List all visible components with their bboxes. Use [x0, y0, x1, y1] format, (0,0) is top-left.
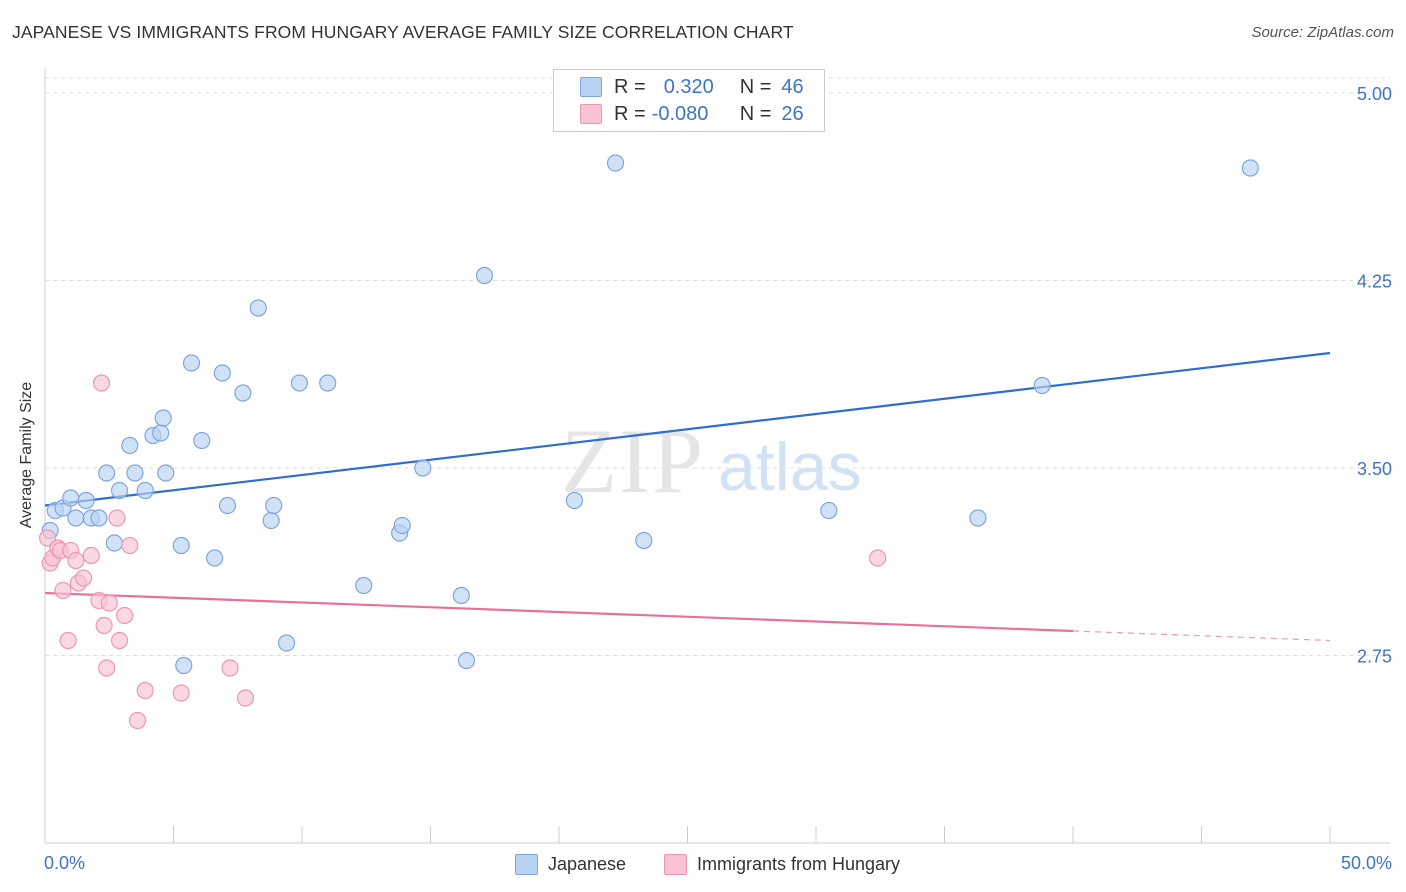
japanese-point	[175, 656, 193, 675]
hungary-point	[100, 594, 118, 612]
japanese-point	[213, 364, 231, 382]
hungary-point	[869, 549, 887, 567]
japanese-point	[218, 496, 237, 515]
legend-n-value: 26	[781, 102, 804, 125]
japanese-point	[606, 154, 625, 172]
japanese-point	[969, 509, 987, 527]
japanese-point	[90, 509, 108, 527]
hungary-point	[98, 659, 116, 677]
japanese-point	[262, 511, 280, 530]
hungary-point	[110, 631, 129, 650]
hungary-point	[54, 581, 72, 600]
hungary-point	[128, 711, 147, 730]
japanese-point	[98, 464, 116, 482]
japanese-point	[136, 481, 154, 500]
legend-n-label: N =	[739, 75, 772, 98]
hungary-point	[172, 684, 190, 702]
japanese-point	[820, 501, 838, 520]
japanese-point	[457, 651, 476, 670]
legend-label-japanese: Japanese	[548, 853, 627, 874]
japanese-point	[475, 266, 494, 285]
y-tick-label: 4.25	[1357, 272, 1392, 292]
legend-n-value: 46	[781, 75, 804, 98]
japanese-point	[234, 384, 252, 402]
hungary-point	[92, 374, 111, 392]
japanese-point	[157, 464, 175, 482]
hungary-point	[38, 529, 57, 547]
hungary-point	[95, 616, 113, 635]
y-tick-label: 2.75	[1357, 647, 1392, 667]
legend-swatch-japanese	[515, 853, 538, 875]
axis-layer	[44, 68, 1390, 844]
legend-r-label: R =	[614, 75, 646, 98]
hungary-point	[221, 659, 239, 677]
japanese-point	[62, 489, 80, 507]
hungary-point	[136, 681, 154, 700]
hungary-point	[74, 569, 93, 587]
hungary-point	[236, 689, 255, 707]
japanese-point	[110, 481, 129, 500]
japanese-point	[1033, 376, 1051, 395]
legend-r-value: 0.320	[663, 75, 714, 98]
legend-r-label: R =	[614, 102, 646, 125]
point-layer	[38, 154, 1259, 730]
hungary-point	[121, 536, 139, 555]
watermark: ZIP atlas	[561, 410, 862, 512]
source-credit: Source: ZipAtlas.com	[1251, 24, 1394, 41]
japanese-point	[290, 374, 309, 392]
tick-label-layer: 2.75 3.50 4.25 5.00 0.0% 50.0%	[44, 84, 1392, 873]
x-tick-label-max: 50.0%	[1341, 853, 1392, 873]
legend-row-hungary: R = -0.080 N = 26	[580, 102, 804, 126]
bottom-legend-japanese: Japanese	[515, 851, 626, 877]
trend-line-japanese	[44, 351, 1331, 507]
bottom-legend-hungary: Immigrants from Hungary	[664, 851, 900, 877]
japanese-point	[121, 436, 139, 455]
chart-title: JAPANESE VS IMMIGRANTS FROM HUNGARY AVER…	[12, 22, 794, 42]
japanese-point	[452, 586, 470, 605]
trend-line-hungary	[44, 591, 1074, 633]
japanese-point	[193, 431, 211, 450]
japanese-point	[182, 354, 201, 372]
x-tick-label-min: 0.0%	[44, 853, 85, 873]
japanese-point	[393, 516, 411, 535]
legend-label-hungary: Immigrants from Hungary	[697, 853, 901, 874]
correlation-legend: R = 0.320 N = 46 R = -0.080 N = 26	[553, 69, 825, 132]
legend-swatch-hungary	[580, 104, 602, 124]
trend-layer	[44, 351, 1331, 642]
japanese-point	[172, 536, 190, 555]
hungary-point	[82, 546, 100, 565]
japanese-point	[249, 299, 267, 317]
japanese-point	[154, 409, 172, 427]
japanese-point	[67, 509, 85, 527]
hungary-point	[67, 551, 85, 570]
japanese-point	[265, 496, 283, 515]
japanese-point	[414, 459, 432, 477]
y-tick-label: 5.00	[1357, 84, 1392, 104]
hungary-point	[108, 509, 126, 527]
legend-row-japanese: R = 0.320 N = 46	[580, 75, 804, 99]
japanese-point	[152, 424, 170, 442]
grid-layer	[45, 77, 1390, 656]
japanese-point	[126, 464, 144, 482]
japanese-point	[105, 534, 123, 552]
legend-swatch-japanese	[580, 77, 602, 97]
hungary-point	[59, 631, 77, 650]
japanese-point	[355, 576, 373, 595]
legend-n-label: N =	[739, 102, 772, 125]
japanese-point	[319, 374, 337, 392]
watermark-zip: ZIP	[561, 410, 705, 512]
watermark-atlas: atlas	[718, 429, 862, 505]
legend-swatch-hungary	[664, 853, 687, 875]
japanese-point	[565, 491, 584, 510]
legend-r-value: -0.080	[651, 102, 709, 125]
japanese-point	[206, 549, 224, 567]
japanese-point	[277, 634, 296, 652]
japanese-point	[635, 531, 653, 550]
trend-line-hungary-extrapolated	[1072, 630, 1331, 642]
japanese-point	[1241, 159, 1259, 177]
hungary-point	[116, 606, 134, 625]
japanese-point	[77, 491, 95, 510]
y-tick-label: 3.50	[1357, 459, 1392, 479]
